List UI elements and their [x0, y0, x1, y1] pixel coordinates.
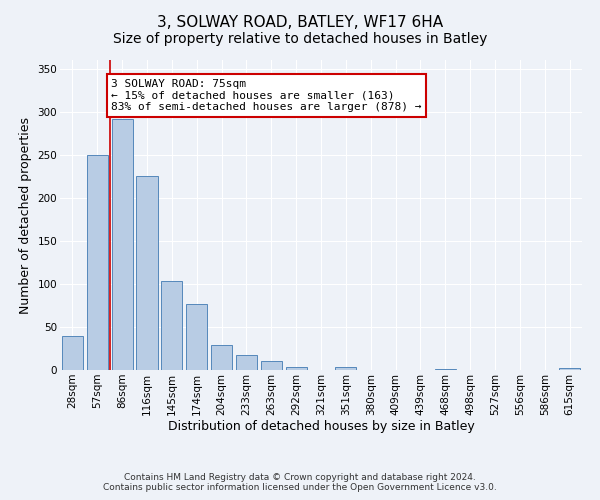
Text: Size of property relative to detached houses in Batley: Size of property relative to detached ho…: [113, 32, 487, 46]
Text: 3 SOLWAY ROAD: 75sqm
← 15% of detached houses are smaller (163)
83% of semi-deta: 3 SOLWAY ROAD: 75sqm ← 15% of detached h…: [111, 79, 421, 112]
Bar: [62, 336, 83, 370]
Bar: [286, 366, 307, 370]
Bar: [87, 154, 108, 370]
Bar: [161, 282, 182, 370]
Text: Contains HM Land Registry data © Crown copyright and database right 2024.
Contai: Contains HM Land Registry data © Crown c…: [103, 473, 497, 492]
Bar: [211, 345, 232, 370]
Bar: [435, 369, 456, 370]
Bar: [186, 304, 207, 370]
Bar: [136, 176, 158, 370]
Y-axis label: Number of detached properties: Number of detached properties: [19, 116, 32, 314]
Bar: [236, 354, 257, 370]
Bar: [335, 368, 356, 370]
Bar: [261, 362, 282, 370]
X-axis label: Distribution of detached houses by size in Batley: Distribution of detached houses by size …: [167, 420, 475, 434]
Text: 3, SOLWAY ROAD, BATLEY, WF17 6HA: 3, SOLWAY ROAD, BATLEY, WF17 6HA: [157, 15, 443, 30]
Bar: [559, 368, 580, 370]
Bar: [112, 118, 133, 370]
